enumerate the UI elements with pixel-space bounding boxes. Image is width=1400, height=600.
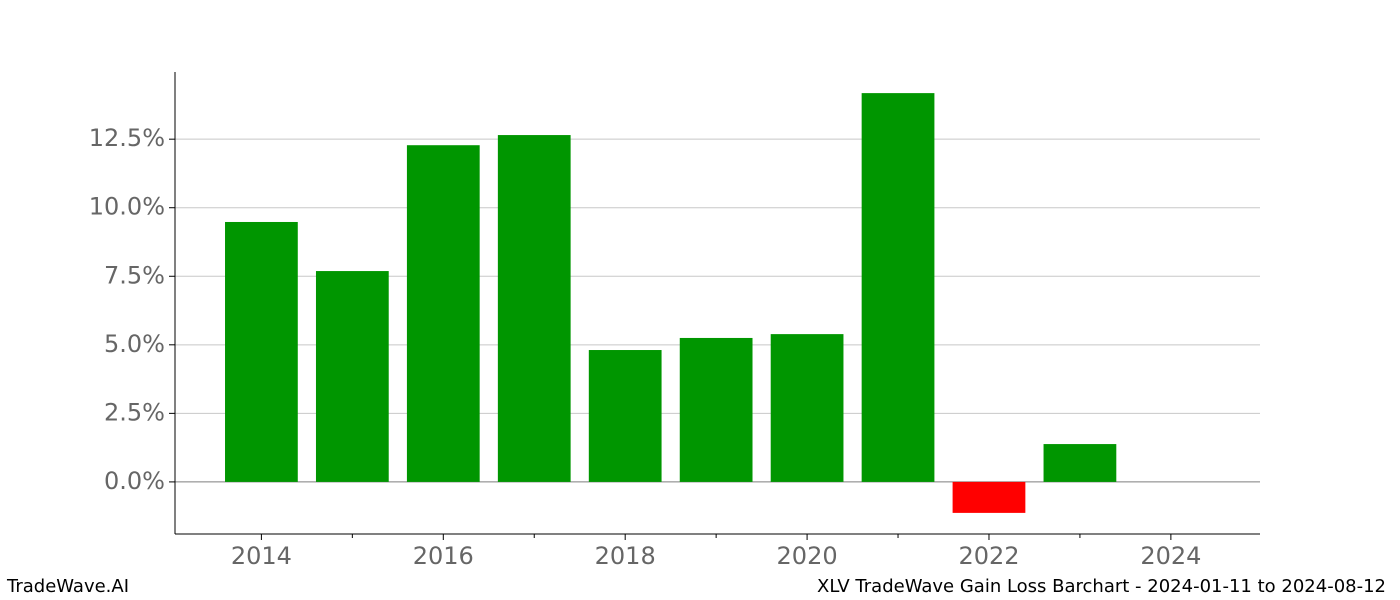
- x-tick-label: 2014: [231, 542, 292, 570]
- bar: [406, 145, 480, 482]
- footer-caption: XLV TradeWave Gain Loss Barchart - 2024-…: [817, 576, 1386, 597]
- y-tick-label: 5.0%: [104, 330, 165, 358]
- y-tick-label: 7.5%: [104, 261, 165, 289]
- footer-brand: TradeWave.AI: [6, 576, 129, 597]
- x-tick-label: 2024: [1140, 542, 1201, 570]
- y-tick-label: 12.5%: [89, 124, 165, 152]
- y-tick-label: 2.5%: [104, 398, 165, 426]
- y-tick-label: 10.0%: [89, 193, 165, 221]
- bar: [588, 350, 662, 482]
- bar: [315, 271, 389, 482]
- bar: [679, 337, 753, 482]
- bar: [1043, 444, 1117, 482]
- bar: [225, 221, 298, 482]
- x-tick-label: 2016: [413, 542, 474, 570]
- bar: [952, 481, 1026, 513]
- y-tick-label: 0.0%: [104, 467, 165, 495]
- bar: [770, 334, 844, 482]
- bar: [497, 135, 571, 482]
- x-tick-label: 2022: [958, 542, 1019, 570]
- x-tick-label: 2020: [777, 542, 838, 570]
- x-tick-label: 2018: [595, 542, 656, 570]
- bar: [861, 93, 935, 482]
